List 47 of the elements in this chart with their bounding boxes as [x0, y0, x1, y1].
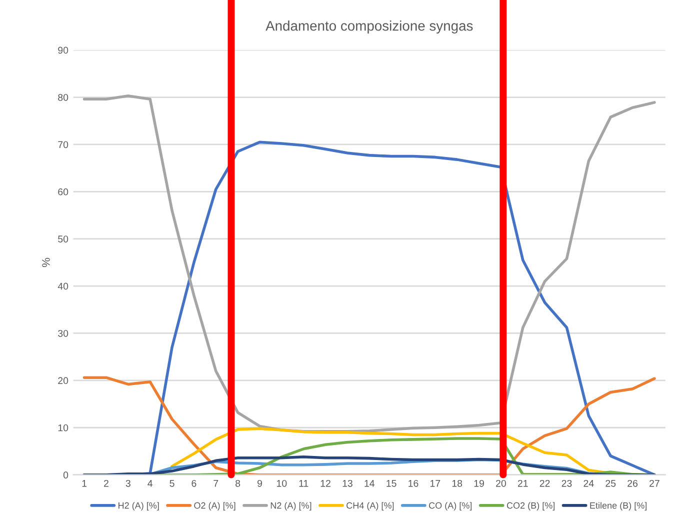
y-tick-label: 50: [58, 236, 68, 242]
y-axis-title: %: [42, 258, 50, 267]
x-tick-label: 26: [628, 480, 638, 487]
y-tick-label: 70: [58, 141, 68, 148]
chart-title: Andamento composizione syngas: [266, 20, 473, 34]
x-tick-label: 27: [650, 480, 660, 487]
x-tick-label: 3: [126, 480, 130, 487]
x-tick-label: 23: [562, 480, 572, 487]
x-tick-label: 22: [540, 480, 550, 487]
line-series: [82, 376, 656, 475]
y-tick-label: 60: [58, 188, 68, 196]
x-tick-label: 13: [342, 480, 352, 487]
x-tick-label: 4: [148, 480, 153, 487]
x-tick-label: 1: [82, 480, 87, 487]
x-tick-label: 14: [364, 480, 374, 487]
x-tick-label: 2: [104, 480, 108, 487]
legend-label: O2 (A) [%]: [194, 502, 236, 510]
y-tick-label: 0: [63, 472, 68, 478]
x-tick-label: 21: [518, 480, 528, 487]
x-tick-label: 20: [496, 480, 506, 487]
x-tick-label: 7: [214, 480, 218, 487]
y-tick-label: 10: [58, 424, 68, 432]
x-tick-label: 16: [408, 480, 418, 487]
x-tick-label: 25: [606, 480, 616, 487]
legend-label: CO2 (B) [%]: [506, 502, 555, 510]
x-tick-label: 18: [452, 480, 462, 487]
x-tick-label: 15: [386, 480, 396, 487]
legend-label: CO (A) [%]: [429, 502, 472, 510]
x-tick-label: 5: [170, 480, 174, 487]
legend-label: H2 (A) [%]: [118, 502, 159, 510]
x-tick-label: 24: [584, 480, 594, 487]
y-tick-label: 90: [58, 46, 68, 54]
x-tick-label: 6: [192, 480, 196, 487]
x-tick-label: 12: [320, 480, 330, 487]
x-tick-label: 8: [236, 480, 240, 487]
x-tick-label: 17: [430, 480, 440, 487]
x-tick-label: 10: [276, 480, 287, 487]
x-tick-label: 9: [257, 480, 262, 487]
legend-label: N2 (A) [%]: [270, 502, 312, 510]
y-tick-label: 40: [58, 282, 68, 290]
y-tick-label: 30: [58, 330, 68, 337]
y-tick-label: 20: [58, 377, 68, 384]
x-tick-label: 11: [299, 480, 308, 487]
x-tick-label: 19: [474, 480, 484, 487]
legend-label: CH4 (A) [%]: [346, 502, 394, 510]
legend-label: Etilene (B) [%]: [590, 502, 647, 510]
y-tick-label: 80: [58, 94, 68, 101]
